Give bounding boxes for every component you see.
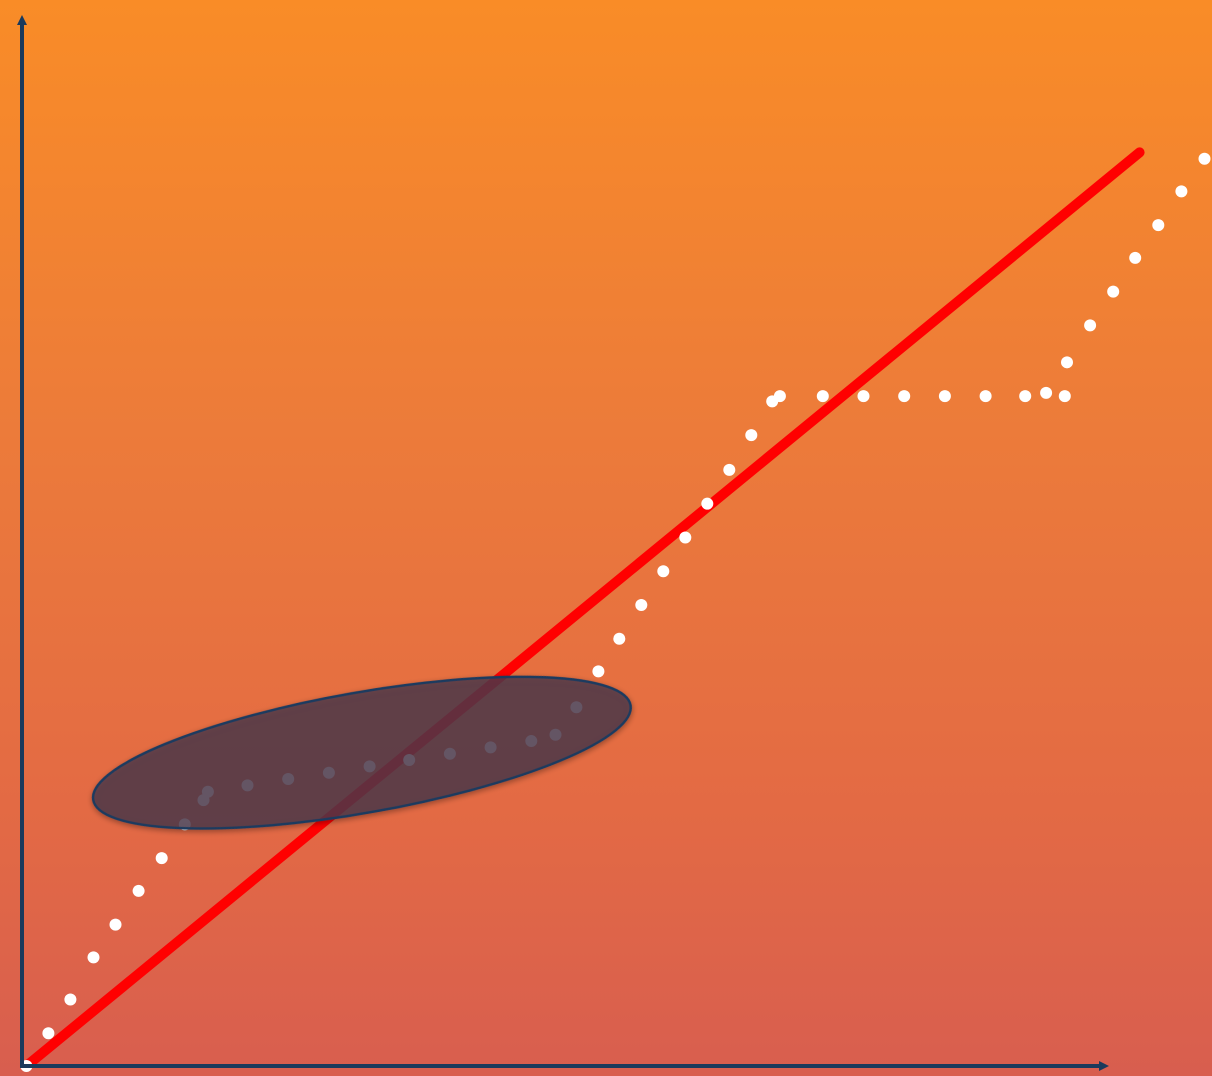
data-point [857,390,870,403]
data-point [64,993,77,1006]
data-point [1198,152,1211,165]
data-point [592,665,605,678]
data-point [1107,285,1120,298]
data-point [155,852,168,865]
data-point [723,463,736,476]
data-point [42,1027,55,1040]
data-point [1175,185,1188,198]
data-point [701,497,714,510]
data-point [898,390,911,403]
data-point [938,390,951,403]
data-point [1152,219,1165,232]
annotation-layer [91,675,633,830]
data-point [109,918,122,931]
data-point [979,390,992,403]
highlight-ellipse [91,675,633,830]
data-point [1061,356,1073,369]
trend-line-layer [21,147,1145,1071]
data-point [1084,319,1097,332]
data-point [1129,251,1142,264]
data-point [816,390,829,403]
data-point [613,632,626,645]
data-point [1058,390,1071,403]
data-point [132,884,145,897]
trend-line [21,147,1145,1071]
data-point [87,951,100,964]
data-point [657,565,670,578]
data-point [773,390,786,403]
data-point [1019,390,1032,403]
data-point [635,598,648,611]
data-point [1040,386,1053,399]
data-point [745,429,758,442]
axes-layer [17,15,1109,1071]
data-point [679,531,692,544]
